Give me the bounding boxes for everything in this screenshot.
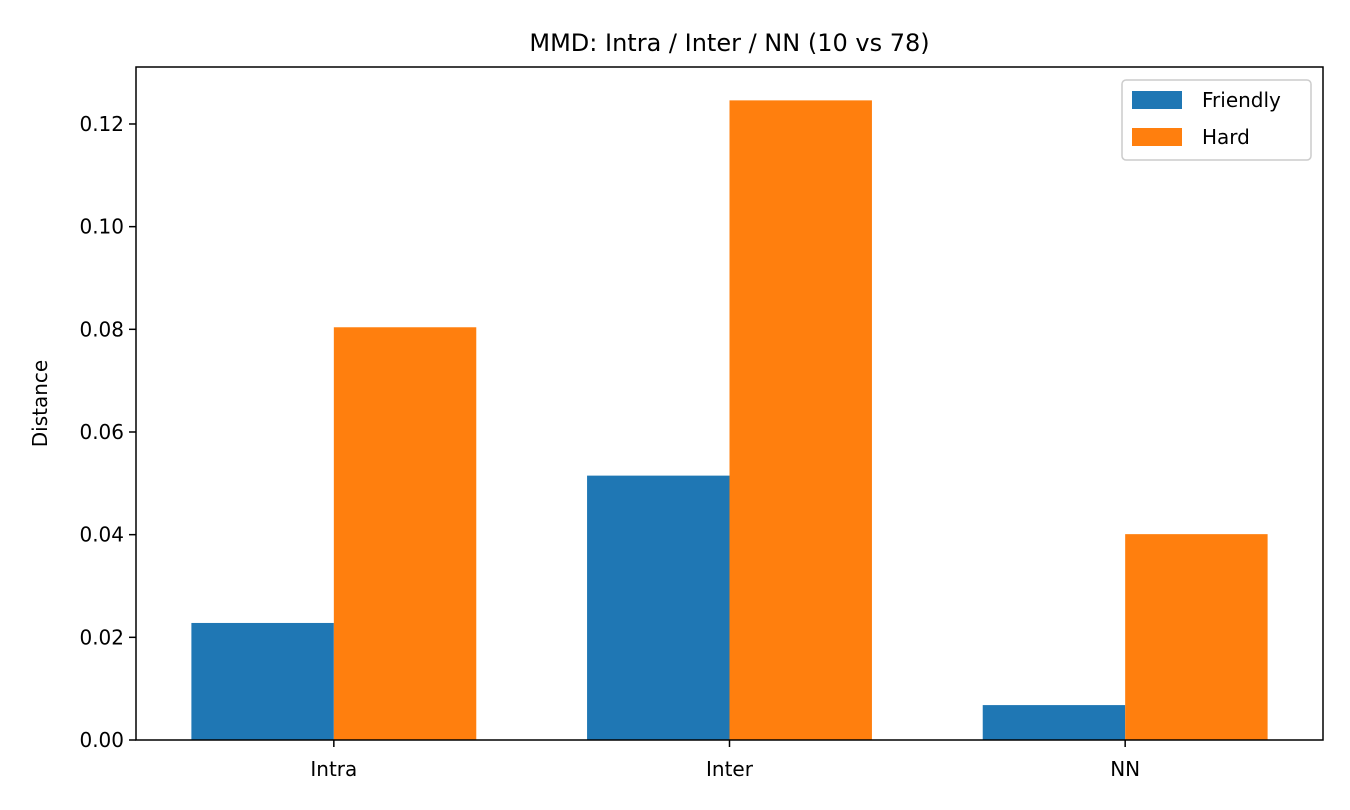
axes-layer: 0.00 0.02 0.04 0.06 0.08 0.10 0.12 Intra Inter NN: [79, 66, 1324, 781]
bar-hard-nn: [1125, 534, 1268, 740]
legend-swatch-friendly: [1132, 91, 1182, 109]
y-tick-label: 0.04: [79, 523, 124, 547]
bar-friendly-intra: [191, 622, 334, 740]
y-tick-label: 0.00: [79, 728, 124, 752]
x-tick-label: Inter: [706, 757, 754, 781]
bar-friendly-nn: [982, 705, 1126, 740]
bars-layer: [191, 100, 1268, 740]
y-tick-label: 0.06: [79, 420, 124, 444]
y-tick-label: 0.10: [79, 215, 124, 239]
bar-hard-intra: [333, 327, 477, 740]
y-axis-title: Distance: [28, 360, 52, 447]
legend: Friendly Hard: [1121, 79, 1312, 161]
y-tick-label: 0.12: [79, 112, 124, 136]
bar-hard-inter: [729, 100, 872, 740]
x-tick-label: NN: [1110, 757, 1140, 781]
legend-label-hard: Hard: [1202, 125, 1250, 149]
x-tick-label: Intra: [310, 757, 357, 781]
bar-friendly-inter: [587, 475, 730, 740]
chart-title: MMD: Intra / Inter / NN (10 vs 78): [529, 29, 929, 57]
y-tick-label: 0.02: [79, 625, 124, 649]
legend-swatch-hard: [1132, 128, 1182, 146]
legend-label-friendly: Friendly: [1202, 88, 1281, 112]
y-tick-label: 0.08: [79, 317, 124, 341]
